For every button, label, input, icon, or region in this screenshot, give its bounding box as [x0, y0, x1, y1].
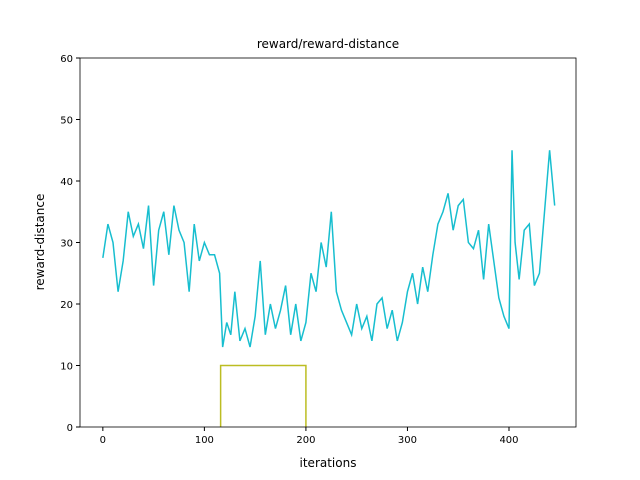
plot-area [102, 150, 556, 427]
x-tick-label: 200 [296, 435, 315, 446]
series-line [219, 364, 307, 427]
x-tick-label: 400 [499, 435, 518, 446]
x-tick-label: 100 [195, 435, 214, 446]
y-tick-label: 30 [60, 239, 73, 250]
y-tick-label: 60 [60, 54, 73, 65]
y-tick-label: 10 [60, 362, 73, 373]
y-tick-label: 40 [60, 177, 73, 188]
chart-title: reward/reward-distance [257, 37, 399, 51]
y-tick-label: 50 [60, 116, 73, 127]
y-tick-label: 20 [60, 300, 73, 311]
x-axis-label: iterations [300, 456, 357, 470]
x-tick-label: 300 [398, 435, 417, 446]
x-tick-label: 0 [100, 435, 106, 446]
y-tick-label: 0 [67, 423, 73, 434]
y-axis-label: reward-distance [33, 194, 47, 291]
series-line [102, 150, 556, 348]
